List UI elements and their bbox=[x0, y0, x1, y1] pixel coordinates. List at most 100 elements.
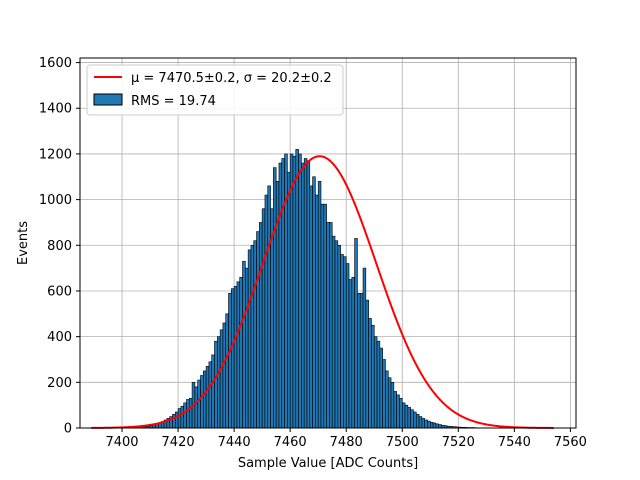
x-tick-label: 7540 bbox=[498, 435, 531, 450]
histogram-bar bbox=[320, 203, 325, 429]
legend: μ = 7470.5±0.2, σ = 20.2±0.2 RMS = 19.74 bbox=[86, 64, 344, 116]
y-axis-label: Events bbox=[16, 221, 31, 265]
histogram-bar bbox=[177, 408, 182, 429]
histogram-bar bbox=[343, 256, 347, 429]
histogram-bar bbox=[376, 340, 381, 429]
legend-hist-swatch bbox=[93, 93, 123, 106]
histogram-bar bbox=[365, 299, 369, 429]
y-tick-label: 0 bbox=[64, 422, 72, 437]
histogram-bar bbox=[247, 249, 252, 429]
histogram-bar bbox=[421, 418, 425, 429]
legend-box bbox=[86, 64, 344, 116]
histogram-bar bbox=[208, 361, 213, 429]
histogram-bar bbox=[219, 329, 224, 429]
histogram-bar bbox=[222, 322, 227, 429]
histogram-bar bbox=[245, 267, 249, 429]
x-axis-label: Sample Value [ADC Counts] bbox=[238, 456, 418, 471]
histogram-bar bbox=[438, 424, 442, 429]
histogram-bar bbox=[202, 370, 207, 429]
histogram-bar bbox=[348, 279, 353, 429]
histogram-bar bbox=[359, 292, 364, 429]
histogram-bar bbox=[264, 194, 269, 429]
histogram-bar bbox=[407, 407, 411, 429]
histogram-bar bbox=[256, 231, 260, 429]
histogram-bar bbox=[295, 149, 299, 429]
histogram-bar bbox=[298, 153, 302, 429]
histogram-bar bbox=[373, 336, 378, 429]
histogram-bar bbox=[261, 208, 266, 429]
histogram-bar bbox=[387, 377, 392, 429]
y-tick-label: 400 bbox=[47, 330, 72, 345]
histogram-bar bbox=[233, 286, 238, 429]
histogram-bar bbox=[287, 171, 291, 429]
y-tick-label: 600 bbox=[47, 284, 72, 299]
histogram-bar bbox=[309, 185, 313, 429]
histogram-bar bbox=[197, 379, 201, 429]
histogram-bar bbox=[399, 398, 403, 429]
histogram-bar bbox=[228, 292, 232, 429]
histogram-bar bbox=[239, 276, 243, 429]
histogram-bar bbox=[259, 222, 263, 429]
histogram-bar bbox=[354, 238, 358, 429]
histogram-bar bbox=[231, 288, 235, 429]
x-tick-label: 7520 bbox=[442, 435, 475, 450]
histogram-bar bbox=[200, 375, 204, 429]
histogram-bar bbox=[211, 354, 215, 429]
histogram-bar bbox=[250, 244, 255, 429]
histogram-bar bbox=[351, 276, 355, 429]
histogram-bar bbox=[306, 160, 311, 429]
histogram-bar bbox=[180, 406, 184, 429]
y-axis-ticks: 0 200 400 600 800 1000 1200 1400 1600 bbox=[39, 56, 80, 437]
histogram-bar bbox=[225, 313, 229, 429]
histogram-bar bbox=[194, 386, 198, 429]
histogram-bar bbox=[382, 359, 386, 429]
histogram-bar bbox=[236, 281, 241, 429]
histogram-bar bbox=[331, 235, 336, 429]
histogram-bar bbox=[410, 409, 414, 429]
histogram-bar bbox=[326, 222, 330, 429]
histogram-bar bbox=[371, 324, 375, 429]
histogram-bar bbox=[315, 194, 319, 429]
histogram-bar bbox=[281, 158, 285, 429]
histogram-bar bbox=[312, 176, 316, 429]
histogram-bar bbox=[357, 292, 361, 429]
histogram-bar bbox=[362, 267, 367, 429]
plot-frame bbox=[79, 57, 577, 429]
histogram-bar bbox=[337, 244, 341, 429]
histogram-bar bbox=[186, 399, 190, 429]
histogram-bar bbox=[393, 391, 397, 429]
histogram-bar bbox=[390, 382, 395, 429]
histogram-bar bbox=[284, 153, 288, 429]
histogram-bar bbox=[172, 413, 176, 429]
histogram-bar bbox=[401, 402, 406, 429]
histogram-bar bbox=[385, 370, 389, 429]
y-tick-label: 800 bbox=[47, 239, 72, 254]
histogram-bar bbox=[217, 336, 221, 429]
histogram-bar bbox=[303, 158, 308, 429]
histogram-bar bbox=[435, 423, 439, 429]
histogram-bar bbox=[340, 254, 344, 429]
x-tick-label: 7560 bbox=[554, 435, 587, 450]
histogram-bar bbox=[183, 402, 187, 429]
histogram-bar bbox=[396, 394, 400, 429]
histogram-bar bbox=[415, 413, 420, 429]
histogram-bar bbox=[278, 162, 283, 429]
y-tick-label: 1000 bbox=[39, 193, 72, 208]
histogram-bar bbox=[174, 411, 179, 429]
histogram-bar bbox=[432, 422, 437, 429]
gaussian-fit-line bbox=[91, 155, 554, 429]
histogram-bar bbox=[404, 404, 409, 429]
histogram-bar bbox=[379, 347, 383, 429]
x-tick-label: 7400 bbox=[105, 435, 138, 450]
x-tick-label: 7460 bbox=[274, 435, 307, 450]
histogram-bar bbox=[242, 260, 246, 429]
histogram-bar bbox=[329, 222, 333, 429]
histogram-bar bbox=[267, 185, 271, 429]
histogram-bar bbox=[273, 167, 277, 429]
x-tick-label: 7480 bbox=[330, 435, 363, 450]
histogram-bar bbox=[418, 416, 423, 429]
x-tick-label: 7420 bbox=[162, 435, 195, 450]
x-tick-label: 7500 bbox=[386, 435, 419, 450]
histogram-bar bbox=[188, 398, 193, 429]
